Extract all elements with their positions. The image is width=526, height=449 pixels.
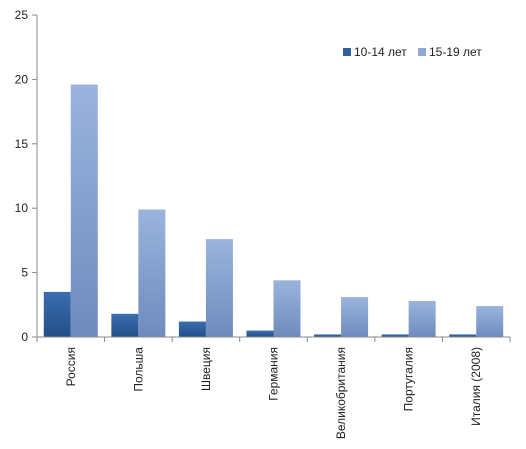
bar-series-1	[449, 334, 477, 337]
y-tick-label: 20	[15, 72, 29, 86]
x-category-label: Польша	[131, 347, 145, 392]
x-axis: Россия Польша Швеция Германия Великобритания…	[36, 336, 511, 439]
bar-series-2	[341, 297, 369, 337]
legend-label: 10-14 лет	[354, 45, 407, 59]
x-category-label: Россия	[64, 347, 78, 386]
bar-series-1	[246, 330, 274, 337]
bar-series-1	[381, 334, 409, 337]
bar-series-2	[205, 239, 233, 337]
bar-series-1	[314, 334, 342, 337]
bar-series-1	[43, 291, 71, 337]
y-tick-label: 5	[21, 266, 28, 280]
bar-series-2	[476, 306, 504, 337]
x-category-label: Италия (2008)	[469, 347, 483, 426]
legend: 10-14 лет 15-19 лет	[343, 45, 482, 59]
y-tick-label: 25	[15, 8, 29, 22]
bars	[43, 84, 504, 337]
bar-series-1	[178, 321, 206, 337]
y-axis: 0 5 10 15 20 25	[15, 8, 38, 344]
y-tick-label: 0	[21, 330, 28, 344]
bar-series-2	[273, 280, 301, 337]
x-category-label: Германия	[267, 347, 281, 401]
bar-series-1	[111, 313, 139, 337]
legend-swatch	[418, 48, 426, 56]
bar-series-2	[70, 84, 98, 337]
x-category-label: Португалия	[402, 347, 416, 411]
x-category-label: Швеция	[199, 347, 213, 391]
y-tick-label: 10	[15, 201, 29, 215]
bar-series-2	[408, 300, 436, 337]
legend-label: 15-19 лет	[429, 45, 482, 59]
bar-series-2	[138, 209, 166, 337]
x-category-label: Великобритания	[334, 347, 348, 439]
legend-swatch	[343, 48, 351, 56]
y-tick-label: 15	[15, 137, 29, 151]
